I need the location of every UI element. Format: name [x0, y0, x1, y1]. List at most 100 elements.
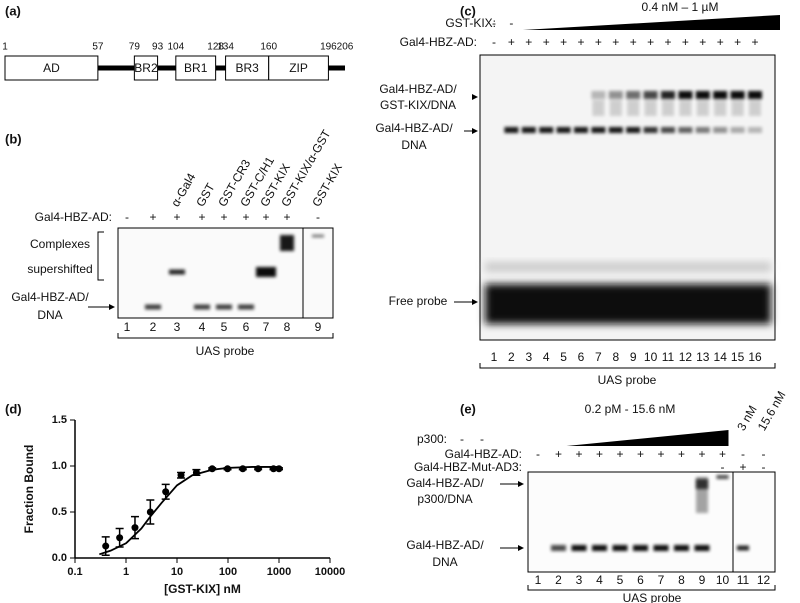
band: [504, 127, 519, 133]
lane-sign: +: [630, 35, 637, 49]
domain-box: [268, 55, 329, 81]
band: [626, 91, 641, 99]
row-label: Gal4-HBZ-AD:: [400, 35, 477, 49]
footer: UAS probe: [598, 373, 657, 387]
y-tick-label: 0.5: [52, 506, 67, 518]
lane-sign: +: [682, 35, 689, 49]
lane-sign: +: [543, 35, 550, 49]
domain-box: [225, 55, 270, 81]
arrow-head: [518, 481, 524, 487]
position-label: 196: [320, 42, 337, 53]
column-label: 15.6 nM: [755, 389, 789, 434]
band: [280, 235, 294, 251]
lane-number: 5: [617, 573, 624, 587]
band: [661, 91, 675, 99]
data-point: [269, 465, 277, 473]
x-tick-label: 10000: [315, 566, 346, 578]
band: [627, 100, 640, 116]
lane-number: 4: [596, 573, 603, 587]
band: [145, 304, 161, 310]
band: [556, 127, 571, 133]
band: [713, 91, 728, 99]
position-label: 93: [152, 42, 164, 53]
lane-sign: +: [595, 35, 602, 49]
lane-sign: -: [762, 447, 766, 461]
panel-label: (e): [460, 401, 476, 416]
lane-number: 2: [555, 573, 562, 587]
band: [633, 545, 648, 551]
annotation: supershifted: [27, 262, 92, 276]
band: [696, 100, 709, 116]
band: [592, 100, 605, 116]
lane-sign: +: [262, 210, 269, 224]
band: [626, 127, 641, 133]
band: [713, 127, 728, 133]
column-label: 3 nM: [734, 403, 759, 433]
annotation: Complexes: [30, 237, 90, 251]
domain-label: AD: [43, 61, 60, 75]
band: [716, 475, 729, 479]
footer: UAS probe: [623, 591, 682, 603]
bracket: [117, 333, 334, 339]
lane-sign: +: [657, 447, 664, 461]
row-label: Gal4-HBZ-Mut-AD3:: [414, 460, 522, 474]
lane-number: 3: [525, 350, 532, 364]
lane-sign: +: [560, 35, 567, 49]
arrow-head: [472, 94, 478, 100]
domain-box: [175, 55, 217, 81]
annotation: DNA: [401, 138, 426, 152]
free-probe-band: [485, 284, 771, 324]
x-axis-label: [GST-KIX] nM: [164, 582, 241, 596]
lane-sign: +: [719, 447, 726, 461]
lane-number: 9: [630, 350, 637, 364]
lane-number: 16: [748, 350, 762, 364]
lane-number: 6: [637, 573, 644, 587]
lane-number: 6: [243, 320, 250, 334]
band: [653, 545, 669, 551]
band: [609, 100, 622, 116]
lane-sign: -: [316, 210, 320, 224]
band: [695, 127, 710, 133]
y-tick-label: 1.5: [52, 414, 67, 426]
lane-sign: +: [198, 210, 205, 224]
lane-sign: +: [508, 35, 515, 49]
data-point: [102, 542, 110, 550]
lane-sign: +: [577, 35, 584, 49]
band: [644, 100, 657, 116]
lane-number: 15: [731, 350, 745, 364]
band: [551, 545, 566, 551]
annotation: GST-KIX/DNA: [380, 98, 456, 112]
column-label: GST-KIX: [309, 161, 345, 209]
bracket: [479, 363, 776, 369]
lane-sign: +: [717, 35, 724, 49]
data-point: [162, 488, 170, 496]
lane-sign: +: [751, 35, 758, 49]
lane-number: 2: [508, 350, 515, 364]
annotation: DNA: [432, 555, 457, 569]
band: [216, 304, 232, 310]
lane-sign: +: [616, 447, 623, 461]
band: [312, 234, 324, 238]
panel-label: (b): [5, 131, 22, 146]
annotation: Gal4-HBZ-AD/: [406, 476, 484, 490]
domain-box: [4, 55, 99, 81]
gel-b: [117, 227, 334, 319]
lane-sign: +: [647, 35, 654, 49]
band: [592, 545, 607, 551]
lane-sign: -: [492, 35, 496, 49]
lane-sign: +: [698, 447, 705, 461]
lane-number: 3: [174, 320, 181, 334]
concentration-wedge: [566, 430, 729, 446]
band: [643, 91, 658, 99]
x-tick-label: 10: [171, 566, 183, 578]
band: [678, 91, 693, 99]
band: [737, 545, 749, 551]
row-label: Gal4-HBZ-AD:: [35, 210, 112, 224]
lane-number: 12: [757, 573, 771, 587]
lane-number: 10: [716, 573, 730, 587]
position-label: 57: [92, 42, 104, 53]
data-point: [177, 471, 185, 479]
lane-sign: +: [699, 35, 706, 49]
footer: UAS probe: [196, 344, 255, 358]
